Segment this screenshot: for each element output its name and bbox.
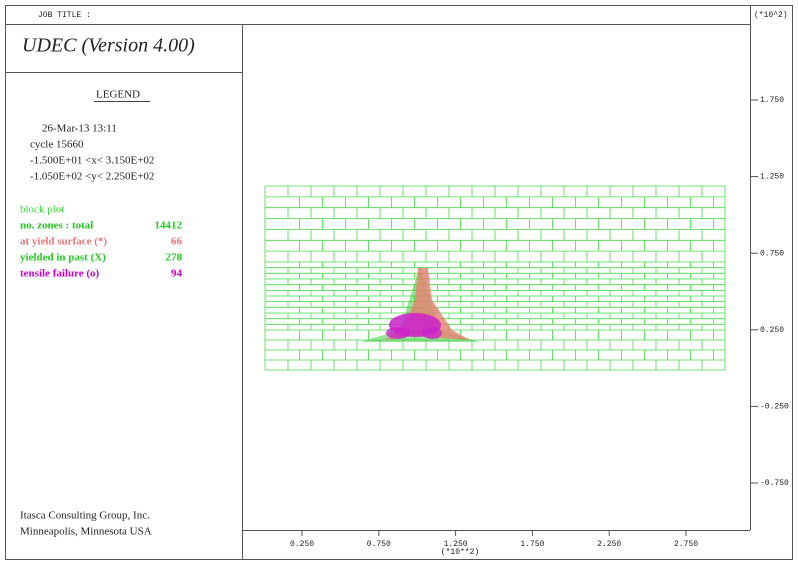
x-tick-label: 0.250 (290, 540, 314, 549)
legend-label: tensile failure (o) (20, 268, 100, 280)
legend-value: 278 (166, 252, 183, 264)
y-tick-label: -0.250 (760, 403, 789, 412)
legend-label: block plot (20, 204, 64, 216)
x-tick-label: 2.750 (674, 540, 698, 549)
legend-cycle: cycle 15660 (30, 139, 84, 151)
y-tick-label: 1.750 (760, 96, 784, 105)
legend-heading: LEGEND (96, 89, 140, 101)
legend-value: 94 (171, 268, 183, 280)
legend-label: no. zones : total (20, 220, 93, 232)
legend-items: block plot no. zones : total 14412 at yield… (20, 204, 183, 280)
footer-line: Itasca Consulting Group, Inc. (20, 510, 150, 522)
legend-date: 26-Mar-13 13:11 (42, 123, 117, 135)
legend-label: at yield surface (*) (20, 236, 107, 248)
footer-line: Minneapolis, Minnesota USA (20, 526, 152, 538)
y-tick-label: 1.250 (760, 173, 784, 182)
x-tick-label: 2.250 (597, 540, 621, 549)
block-grid (264, 185, 726, 371)
job-title: JOB TITLE : (38, 11, 91, 20)
x-tick-label: 1.750 (520, 540, 544, 549)
legend-value: 66 (171, 236, 183, 248)
yield-zone (360, 265, 480, 342)
block-edges (264, 185, 726, 371)
scale-note: (*10^2) (754, 11, 788, 20)
y-tick-label: -0.750 (760, 479, 789, 488)
x-tick-label: 1.250 (444, 540, 468, 549)
legend-label: yielded in past (X) (20, 252, 106, 264)
legend-x-range: -1.500E+01 <x< 3.150E+02 (30, 155, 154, 167)
axes: 1.750 1.250 0.750 0.250 -0.250 -0.750 0.250 0.7… (290, 96, 789, 549)
legend-value: 14412 (155, 220, 183, 232)
tensile-failure-region (422, 327, 442, 339)
x-unit: (*10**2) (441, 548, 479, 557)
tensile-failure-region (386, 327, 410, 339)
y-tick-label: 0.250 (760, 326, 784, 335)
outer-frame (5, 5, 793, 560)
program-title: UDEC (Version 4.00) (22, 35, 195, 57)
legend-y-range: -1.050E+02 <y< 2.250E+02 (30, 171, 154, 183)
x-tick-label: 0.750 (367, 540, 391, 549)
y-tick-label: 0.750 (760, 249, 784, 258)
